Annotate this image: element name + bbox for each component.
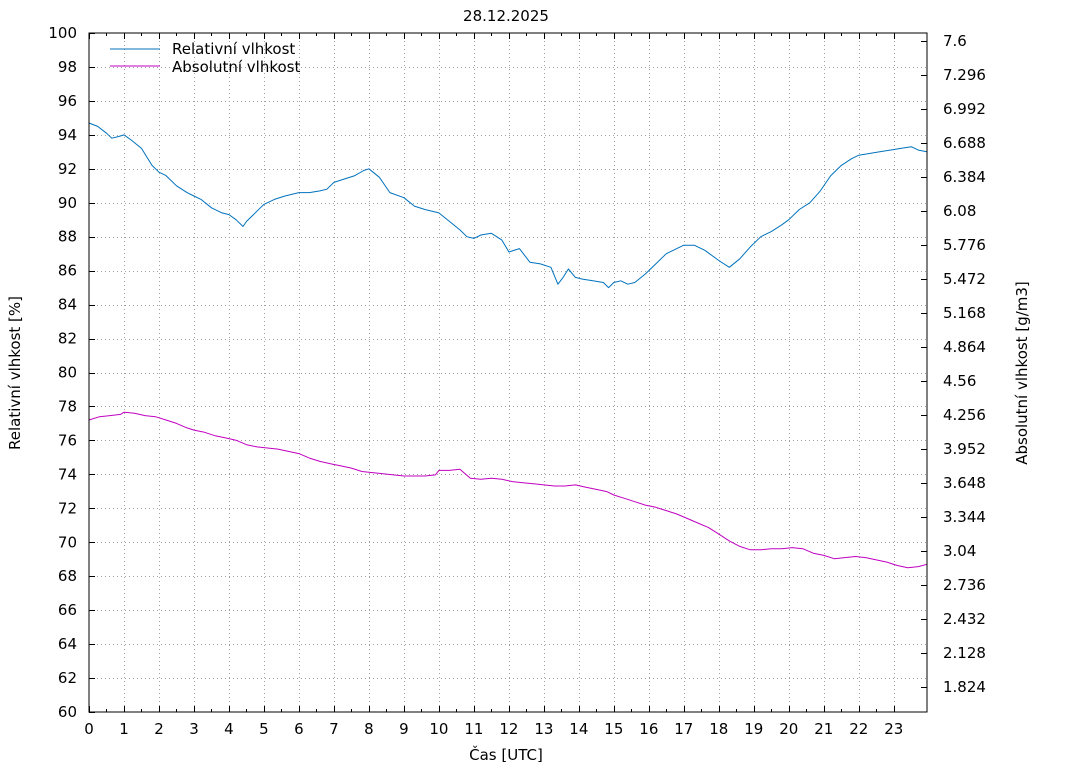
y2-tick-label: 3.344 bbox=[943, 508, 986, 526]
x-axis-label: Čas [UTC] bbox=[469, 745, 543, 764]
x-tick-label: 3 bbox=[189, 720, 199, 738]
y-tick-label: 78 bbox=[58, 397, 77, 415]
chart-title: 28.12.2025 bbox=[463, 7, 549, 25]
y-tick-label: 90 bbox=[58, 194, 77, 212]
x-tick-label: 10 bbox=[429, 720, 448, 738]
x-tick-label: 4 bbox=[224, 720, 234, 738]
absolute-humidity-line bbox=[88, 411, 928, 569]
x-tick-label: 16 bbox=[639, 720, 658, 738]
y-tick-label: 72 bbox=[58, 499, 77, 517]
x-tick-label: 22 bbox=[849, 720, 868, 738]
x-tick-label: 7 bbox=[329, 720, 339, 738]
y2-tick-label: 6.384 bbox=[943, 168, 986, 186]
y2-tick-label: 2.432 bbox=[943, 610, 986, 628]
y-tick-label: 94 bbox=[58, 126, 77, 144]
y2-tick-label: 4.256 bbox=[943, 406, 986, 424]
y-tick-label: 62 bbox=[58, 669, 77, 687]
x-tick-label: 2 bbox=[154, 720, 164, 738]
legend-label-absolute: Absolutní vlhkost bbox=[172, 58, 300, 76]
legend: Relativní vlhkost Absolutní vlhkost bbox=[110, 40, 300, 76]
y-tick-label: 98 bbox=[58, 58, 77, 76]
y-tick-label: 70 bbox=[58, 533, 77, 551]
y2-tick-label: 7.296 bbox=[943, 66, 986, 84]
y2-tick-label: 3.04 bbox=[943, 542, 976, 560]
y2-tick-label: 6.992 bbox=[943, 100, 986, 118]
y-tick-label: 96 bbox=[58, 92, 77, 110]
y-tick-label: 84 bbox=[58, 296, 77, 314]
x-tick-label: 15 bbox=[604, 720, 623, 738]
x-tick-label: 8 bbox=[364, 720, 374, 738]
tick-marks bbox=[89, 33, 927, 713]
x-tick-label: 20 bbox=[779, 720, 798, 738]
relative-humidity-line bbox=[88, 122, 928, 289]
x-tick-label: 13 bbox=[534, 720, 553, 738]
x-tick-label: 11 bbox=[464, 720, 483, 738]
x-tick-label: 12 bbox=[499, 720, 518, 738]
y2-axis-label: Absolutní vlhkost [g/m3] bbox=[1013, 281, 1031, 465]
y2-tick-label: 6.688 bbox=[943, 134, 986, 152]
y-tick-label: 86 bbox=[58, 262, 77, 280]
y2-tick-label: 4.864 bbox=[943, 338, 986, 356]
y2-tick-label: 4.56 bbox=[943, 372, 976, 390]
x-tick-label: 21 bbox=[814, 720, 833, 738]
x-tick-label: 19 bbox=[744, 720, 763, 738]
y2-tick-label: 7.6 bbox=[943, 32, 967, 50]
y-tick-label: 76 bbox=[58, 431, 77, 449]
y-tick-label: 64 bbox=[58, 635, 77, 653]
y2-tick-label: 3.952 bbox=[943, 440, 986, 458]
y-tick-label: 100 bbox=[48, 24, 77, 42]
x-tick-label: 23 bbox=[884, 720, 903, 738]
y2-tick-labels: 1.824 2.128 2.432 2.736 3.04 3.344 3.648 3.952 4… bbox=[943, 32, 986, 696]
y-tick-label: 92 bbox=[58, 160, 77, 178]
x-tick-label: 1 bbox=[119, 720, 129, 738]
x-tick-label: 17 bbox=[674, 720, 693, 738]
y-tick-label: 88 bbox=[58, 228, 77, 246]
y-tick-label: 82 bbox=[58, 330, 77, 348]
y-axis-label: Relativní vlhkost [%] bbox=[6, 296, 24, 450]
x-tick-label: 9 bbox=[399, 720, 409, 738]
y-tick-label: 74 bbox=[58, 465, 77, 483]
x-tick-label: 14 bbox=[569, 720, 588, 738]
y-tick-labels: 60 62 64 66 68 70 72 74 76 78 80 82 84 86 88 90 92 94 96 98… bbox=[48, 24, 77, 721]
y-tick-label: 80 bbox=[58, 364, 77, 382]
y-tick-label: 66 bbox=[58, 601, 77, 619]
x-tick-labels: 0 1 2 3 4 5 6 7 8 9 10 11 12 13 14 15 16 17 18 19 20 21 22 23 bbox=[84, 720, 903, 738]
y2-tick-label: 5.472 bbox=[943, 270, 986, 288]
y-tick-label: 68 bbox=[58, 567, 77, 585]
y2-tick-label: 1.824 bbox=[943, 678, 986, 696]
y2-tick-label: 5.776 bbox=[943, 236, 986, 254]
x-tick-label: 5 bbox=[259, 720, 269, 738]
y2-tick-label: 2.128 bbox=[943, 644, 986, 662]
y2-tick-label: 6.08 bbox=[943, 202, 976, 220]
x-tick-label: 18 bbox=[709, 720, 728, 738]
y2-tick-label: 2.736 bbox=[943, 576, 986, 594]
x-tick-label: 0 bbox=[84, 720, 94, 738]
legend-label-relative: Relativní vlhkost bbox=[172, 40, 295, 58]
y-tick-label: 60 bbox=[58, 703, 77, 721]
series-lines bbox=[88, 122, 928, 569]
x-tick-label: 6 bbox=[294, 720, 304, 738]
y2-tick-label: 3.648 bbox=[943, 474, 986, 492]
plot-frame bbox=[88, 32, 928, 713]
y2-tick-label: 5.168 bbox=[943, 304, 986, 322]
